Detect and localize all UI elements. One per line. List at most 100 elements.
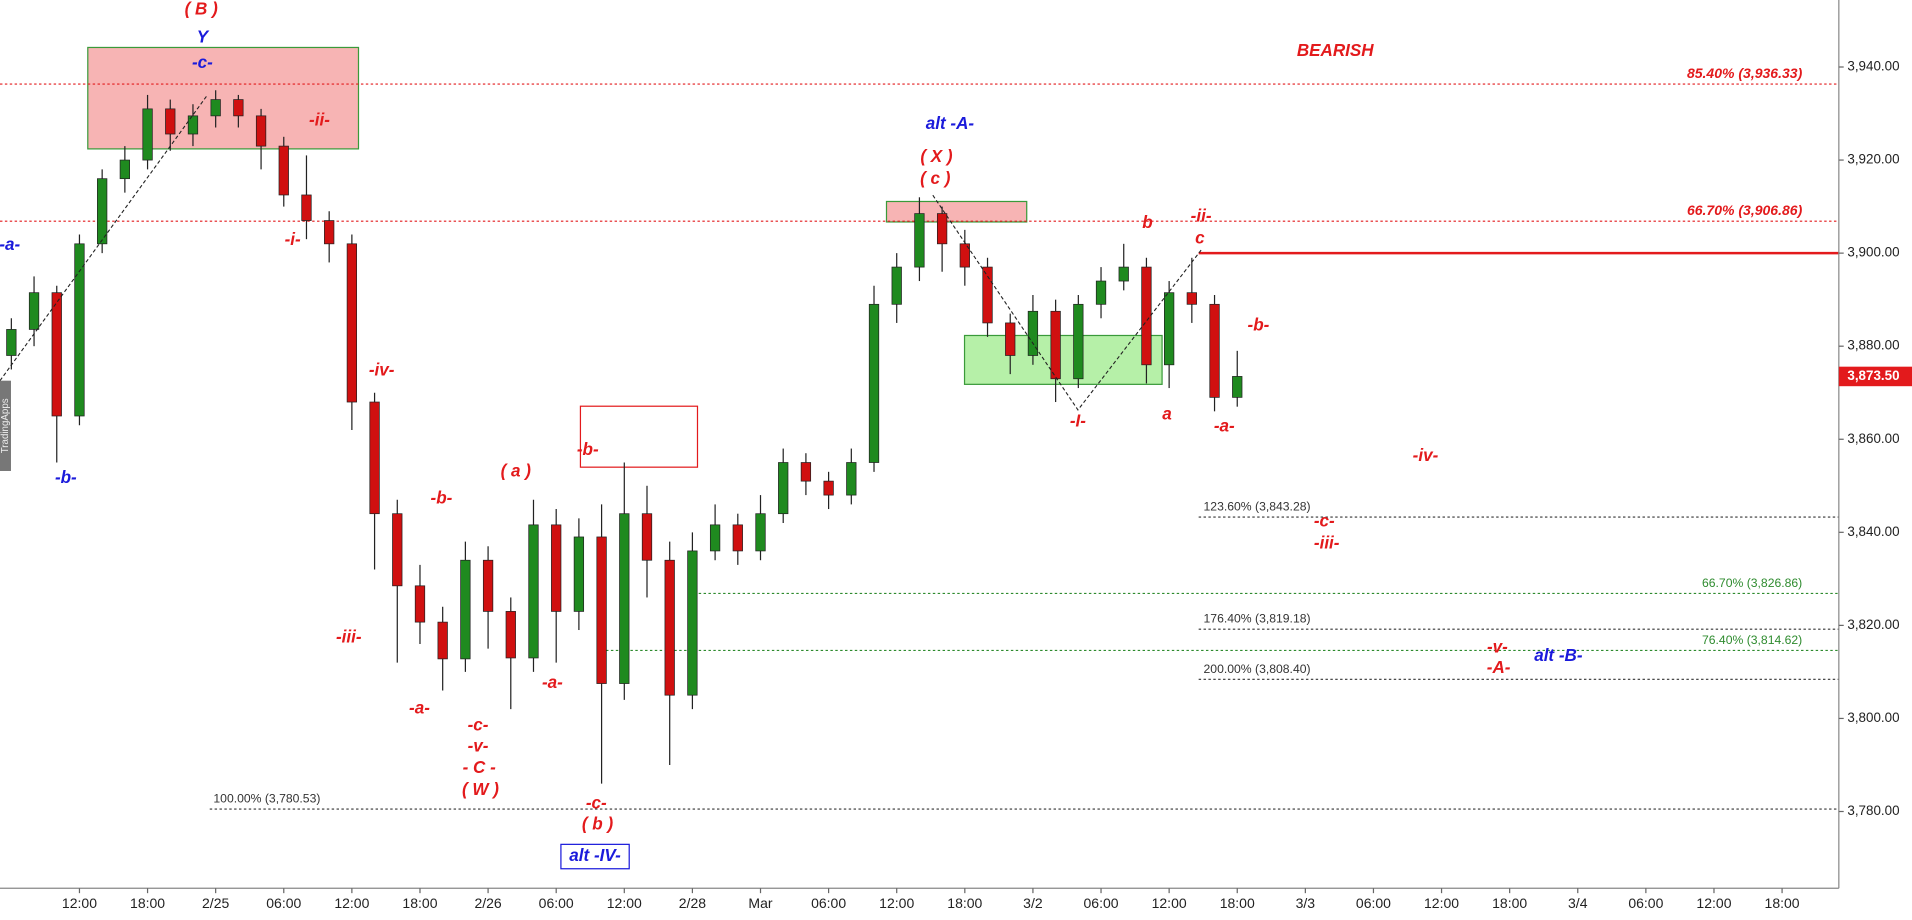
y-tick-label: 3,820.00 [1847,617,1899,632]
y-tick-label: 3,940.00 [1847,59,1899,74]
candle-body [573,536,585,612]
candle-body [28,292,40,330]
wave-label: alt -IV- [569,846,621,865]
wave-label: -a- [409,698,430,717]
candle-body [755,513,766,552]
trend-line [932,194,1202,411]
x-tick-label: 2/26 [474,895,501,911]
candle-body [460,559,471,660]
wave-label: alt -A- [926,114,975,133]
wave-label: -a- [542,673,563,692]
candle-body [278,145,289,196]
level-label: 100.00% (3,780.53) [213,791,320,805]
x-tick-label: 3/4 [1568,895,1588,911]
x-tick-label: 12:00 [62,895,97,911]
candle-body [346,243,358,403]
wave-label: c [1195,229,1205,248]
candle-body [709,524,721,552]
x-tick-label: 18:00 [1765,895,1800,911]
y-tick-label: 3,860.00 [1847,431,1899,446]
x-tick-label: Mar [748,895,772,911]
x-tick-label: 12:00 [879,895,914,911]
candle-body [97,178,108,245]
candle-body [914,213,925,268]
wave-label: -b- [1248,315,1270,334]
watermark: TradingApps [0,398,11,453]
wave-label: -b- [431,489,453,508]
candle-body [800,462,812,482]
x-tick-label: 18:00 [947,895,982,911]
last-price-label: 3,873.50 [1847,368,1899,383]
axes: 3,780.00 3,800.00 3,820.00 3,840.00 3,860.00… [62,59,1912,911]
wave-label: -a- [0,235,20,254]
wave-label: -c- [586,794,607,813]
wave-label: -ii- [1191,207,1212,226]
wave-label: -iii- [336,628,362,647]
candle-body [664,559,675,696]
candle-body [778,462,789,515]
x-tick-label: 12:00 [607,895,642,911]
wave-label: -c- [1314,512,1335,531]
candle-body [891,266,902,305]
candle-body [505,611,516,659]
x-tick-label: 2/25 [202,895,229,911]
candle-body [823,480,834,496]
wave-label: ( c ) [920,169,951,188]
x-tick-label: 12:00 [1152,895,1187,911]
candle-body [414,585,426,623]
wave-label: -iii- [1314,534,1340,553]
zone [885,200,1028,223]
wave-label: -v- [1487,637,1508,656]
level-label: 85.40% (3,936.33) [1687,65,1803,81]
candle-body [732,524,743,552]
y-tick-label: 3,920.00 [1847,152,1899,167]
candle-body [142,108,153,161]
y-tick-label: 3,780.00 [1847,803,1899,818]
x-tick-label: 12:00 [1696,895,1731,911]
x-tick-label: 18:00 [1492,895,1527,911]
wave-label: alt -B- [1534,646,1583,665]
candle-body [482,559,494,612]
level-label: 176.40% (3,819.18) [1204,612,1311,626]
wave-label: -A- [1487,658,1511,677]
trend-lines [0,94,1202,411]
wave-label: - C - [463,758,496,777]
wave-label: -iv- [1413,446,1439,465]
y-tick-label: 3,800.00 [1847,710,1899,725]
x-tick-label: 3/3 [1296,895,1316,911]
zone [963,334,1163,385]
candle-body [255,115,267,147]
x-tick-label: 18:00 [130,895,165,911]
candle-body [6,329,17,356]
trend-line [0,94,208,382]
wave-label: ( B ) [185,0,218,18]
zone [87,46,360,150]
wave-label: -b- [55,468,77,487]
candle-body [1164,292,1175,366]
x-tick-label: 06:00 [1628,895,1663,911]
candle-body [392,513,403,587]
wave-label: ( W ) [462,780,499,799]
candle-body [437,621,448,660]
candle-body [1005,322,1016,356]
annotation-box [560,843,630,870]
wave-label: -c- [468,716,489,735]
level-label: 123.60% (3,843.28) [1204,500,1311,514]
wave-label: -ii- [309,110,330,129]
candle-body [119,159,130,180]
x-tick-label: 06:00 [811,895,846,911]
x-tick-label: 12:00 [1424,895,1459,911]
x-tick-label: 06:00 [539,895,574,911]
wave-label: -I- [1070,412,1086,431]
candle-body [210,99,221,117]
wave-label: ( X ) [920,147,953,166]
annotations: ( B ) Y -c- -ii- -a- -i- -b- -iv- -iii- -b- ( a ) -… [0,0,1583,870]
candle-body [74,243,85,417]
signal-label: BEARISH [1297,41,1374,60]
candle-body [165,108,176,135]
x-tick-label: 06:00 [1083,895,1118,911]
candle-body [233,99,244,117]
wave-label: b [1142,213,1152,232]
